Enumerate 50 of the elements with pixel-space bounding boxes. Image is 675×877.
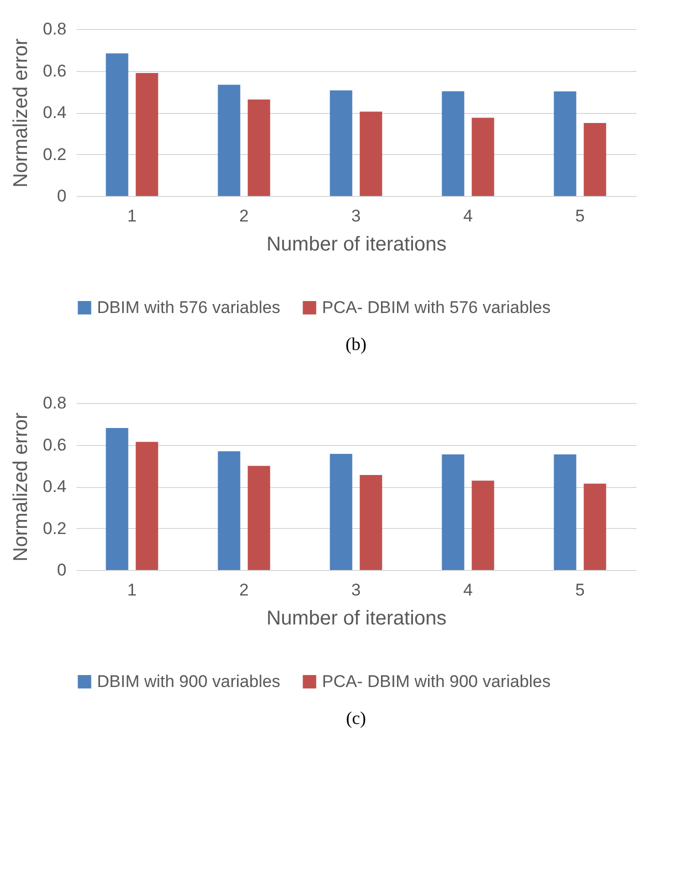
bar: [360, 475, 382, 570]
bar: [248, 100, 270, 196]
x-tick-label: 2: [239, 206, 249, 226]
x-tick-label: 1: [127, 580, 137, 600]
y-tick-label: 0.8: [42, 394, 66, 412]
x-tick-label: 5: [575, 580, 585, 600]
y-axis-title: Normalized error: [10, 412, 32, 562]
legend-label: PCA- DBIM with 576 variables: [322, 298, 551, 317]
y-tick-label: 0.2: [42, 144, 66, 164]
y-tick-label: 0.6: [42, 61, 66, 80]
legend-label: DBIM with 576 variables: [97, 298, 280, 317]
bar: [218, 451, 240, 570]
bar: [472, 118, 494, 196]
x-tick-label: 3: [351, 580, 361, 600]
bar: [472, 480, 494, 570]
bar: [442, 454, 464, 570]
text: (c): [346, 708, 366, 728]
bar: [360, 112, 382, 196]
y-axis-title: Normalized error: [10, 38, 32, 188]
bar: [106, 428, 128, 570]
legend-label: PCA- DBIM with 900 variables: [322, 672, 551, 691]
y-tick-label: 0.2: [42, 518, 66, 538]
bar: [218, 84, 240, 196]
y-tick-label: 0.8: [42, 20, 66, 38]
bar: [554, 91, 576, 196]
x-tick-label: 4: [463, 580, 473, 600]
bar: [106, 53, 128, 196]
y-tick-label: 0.6: [42, 435, 66, 454]
bar: [554, 454, 576, 570]
text: (b): [346, 334, 366, 354]
x-axis-title: Number of iterations: [266, 608, 447, 630]
bar: [584, 484, 606, 570]
y-tick-label: 0: [57, 560, 66, 580]
bar: [136, 73, 158, 196]
y-tick-label: 0: [57, 186, 66, 206]
bar: [330, 454, 352, 570]
bar: [136, 442, 158, 570]
bar: [442, 91, 464, 196]
bar: [330, 90, 352, 196]
y-tick-label: 0.4: [42, 477, 66, 496]
x-tick-label: 4: [463, 206, 473, 226]
legend-label: DBIM with 900 variables: [97, 672, 280, 691]
x-tick-label: 1: [127, 206, 137, 226]
x-tick-label: 5: [575, 206, 585, 226]
x-tick-label: 3: [351, 206, 361, 226]
x-axis-title: Number of iterations: [266, 234, 447, 256]
bar: [248, 466, 270, 570]
x-tick-label: 2: [239, 580, 249, 600]
y-tick-label: 0.4: [42, 103, 66, 122]
bar: [584, 122, 606, 196]
